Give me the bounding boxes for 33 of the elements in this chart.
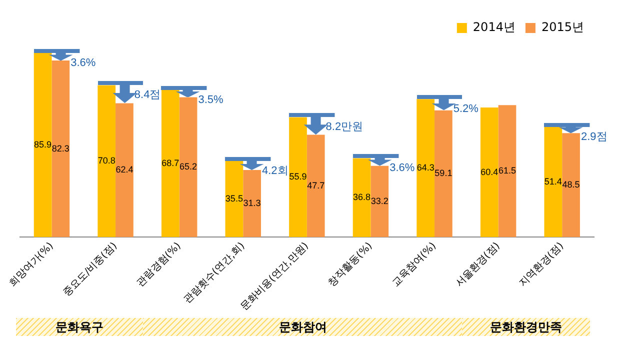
data-label: 64.3 [416,162,434,173]
annotation: 4.2회 [262,165,288,178]
data-label: 55.9 [289,172,307,182]
data-label: 48.5 [562,180,580,190]
hatched-strip: 문화욕구 [16,318,144,336]
annotation: 3.6% [390,162,415,174]
annotation: 3.5% [198,94,224,106]
legend-label: 2014년 [472,20,516,34]
hatched-strip: 문화참여 [143,318,462,336]
annotation: 8.2만원 [326,121,364,134]
hatched-strip: 문화환경만족 [462,318,590,336]
annotation: 8.4점 [134,89,161,102]
data-label: 35.5 [225,194,243,204]
annotation: 3.6% [70,56,96,69]
data-label: 62.4 [116,164,134,175]
data-label: 61.5 [498,166,516,176]
bar [498,105,516,238]
data-label: 47.7 [307,180,325,190]
data-label: 59.1 [434,168,452,178]
data-label: 65.2 [180,162,198,172]
data-label: 60.4 [480,166,498,177]
data-label: 68.7 [162,158,180,168]
data-label: 31.3 [243,198,261,208]
annotation: 2.9점 [580,130,608,143]
data-label: 85.9 [34,139,52,150]
annotation: 5.2% [453,103,479,116]
data-label: 36.8 [353,192,371,202]
data-label: 82.3 [52,143,70,154]
legend-label: 2015년 [541,20,584,34]
bar [480,108,498,238]
data-label: 51.4 [544,176,562,186]
data-label: 70.8 [98,156,116,166]
data-label: 33.2 [370,196,388,206]
